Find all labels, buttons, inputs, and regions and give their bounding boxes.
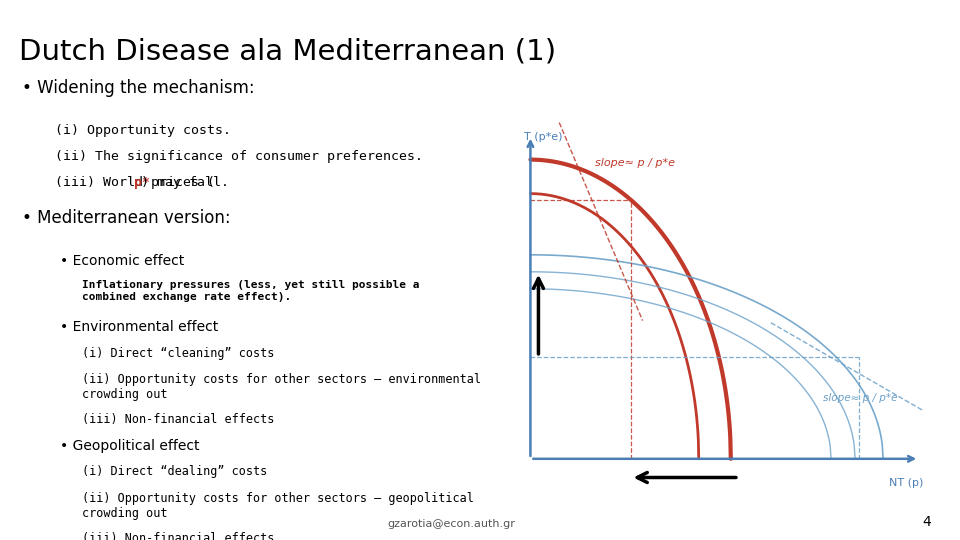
Text: Inflationary pressures (less, yet still possible a
combined exchange rate effect: Inflationary pressures (less, yet still … bbox=[82, 280, 420, 302]
Text: (i) Direct “dealing” costs: (i) Direct “dealing” costs bbox=[82, 465, 267, 478]
Text: gzarotia@econ.auth.gr: gzarotia@econ.auth.gr bbox=[387, 519, 516, 529]
Text: (ii) The significance of consumer preferences.: (ii) The significance of consumer prefer… bbox=[55, 150, 422, 163]
Text: (iii) Non-financial effects: (iii) Non-financial effects bbox=[82, 413, 275, 426]
Text: T (p*e): T (p*e) bbox=[524, 132, 563, 143]
Text: (i) Direct “cleaning” costs: (i) Direct “cleaning” costs bbox=[82, 347, 275, 360]
Text: p*: p* bbox=[133, 177, 150, 190]
Text: NT (p): NT (p) bbox=[889, 477, 924, 488]
Text: slope≈ p / p*e: slope≈ p / p*e bbox=[594, 158, 675, 168]
Text: 4: 4 bbox=[923, 515, 931, 529]
Text: • Economic effect: • Economic effect bbox=[60, 254, 184, 268]
Text: (iii) Non-financial effects.: (iii) Non-financial effects. bbox=[82, 532, 281, 540]
Text: Dutch Disease ala Mediterranean (1): Dutch Disease ala Mediterranean (1) bbox=[19, 38, 557, 66]
Text: (iii) World prices (: (iii) World prices ( bbox=[55, 177, 215, 190]
Text: (i) Opportunity costs.: (i) Opportunity costs. bbox=[55, 124, 230, 137]
Text: • Mediterranean version:: • Mediterranean version: bbox=[22, 209, 230, 227]
Text: ) may fall.: ) may fall. bbox=[141, 177, 229, 190]
Text: • Environmental effect: • Environmental effect bbox=[60, 320, 219, 334]
Text: (ii) Opportunity costs for other sectors – environmental
crowding out: (ii) Opportunity costs for other sectors… bbox=[82, 373, 481, 401]
Text: (ii) Opportunity costs for other sectors – geopolitical
crowding out: (ii) Opportunity costs for other sectors… bbox=[82, 491, 474, 519]
Text: slope≈ p / p*e: slope≈ p / p*e bbox=[823, 393, 898, 403]
Text: • Widening the mechanism:: • Widening the mechanism: bbox=[22, 79, 254, 97]
Text: • Geopolitical effect: • Geopolitical effect bbox=[60, 439, 200, 453]
